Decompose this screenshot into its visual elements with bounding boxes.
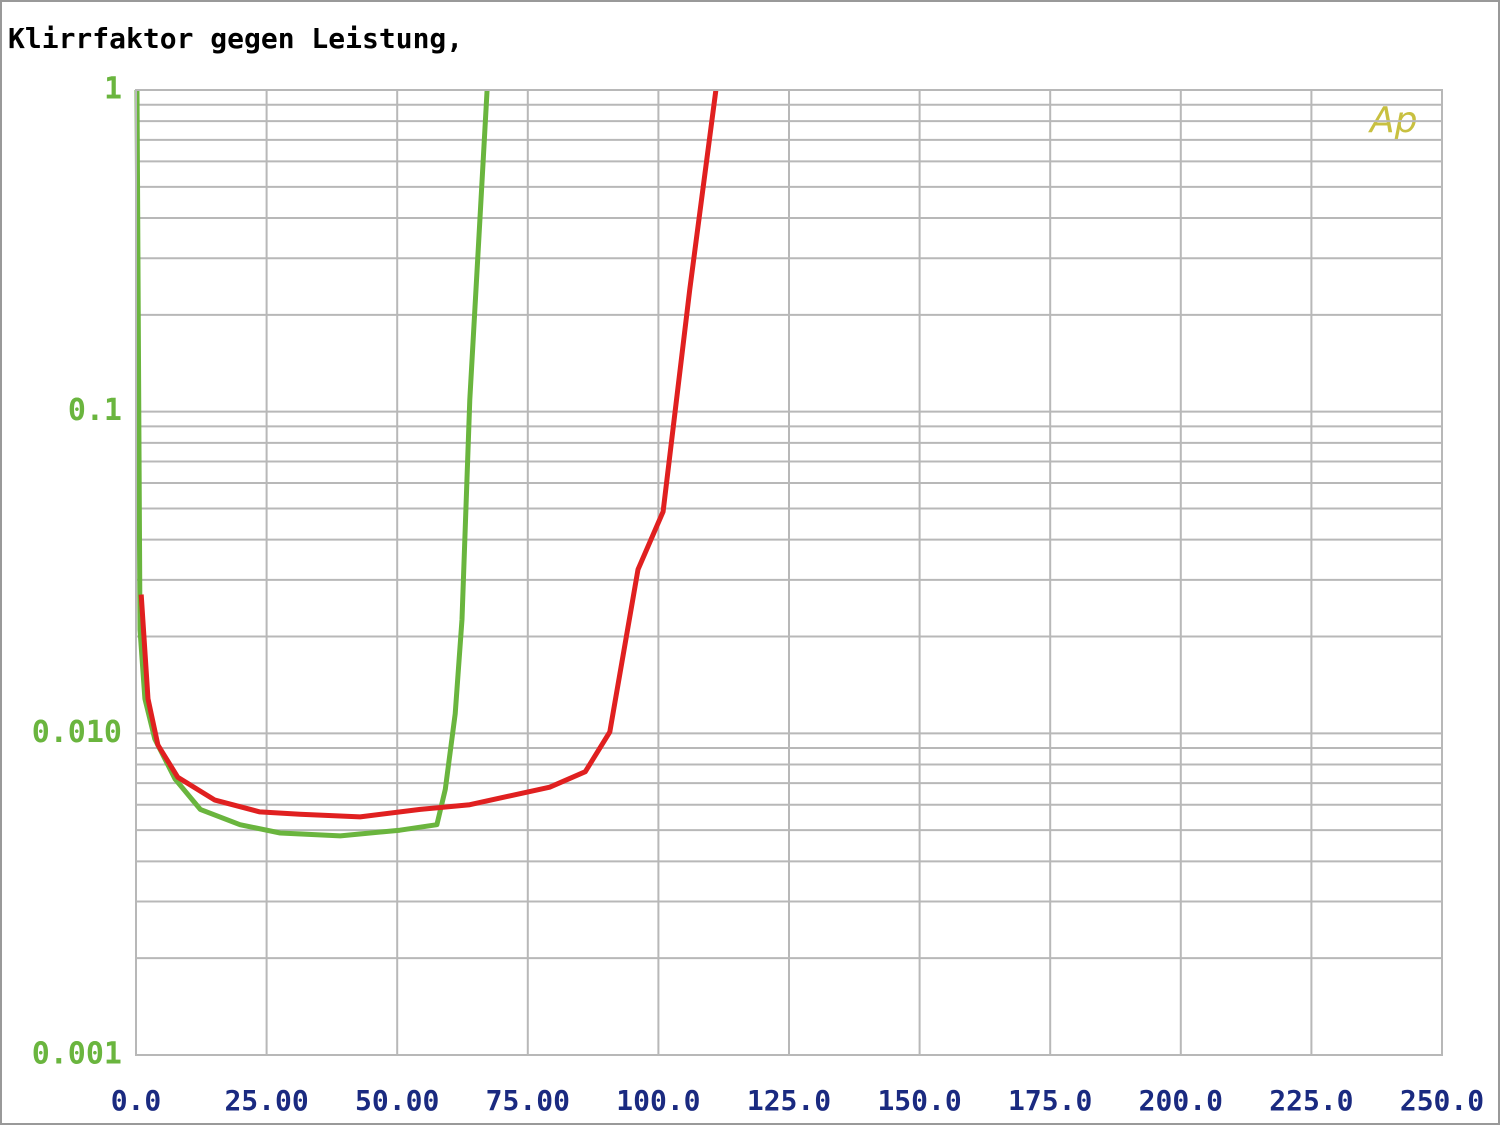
y-tick-label: 0.1 [68, 393, 122, 428]
x-tick-label: 250.0 [1400, 1084, 1484, 1117]
x-tick-label: 100.0 [616, 1084, 700, 1117]
y-tick-label: 0.001 [32, 1037, 122, 1072]
x-tick-label: 50.00 [355, 1084, 439, 1117]
x-tick-label: 200.0 [1139, 1084, 1223, 1117]
x-tick-label: 25.00 [224, 1084, 308, 1117]
data-line [138, 89, 719, 820]
x-tick-label: 125.0 [747, 1084, 831, 1117]
plot-border [135, 89, 1443, 1056]
x-tick-label: 75.00 [486, 1084, 570, 1117]
x-tick-label: 150.0 [877, 1084, 961, 1117]
x-tick-label: 0.0 [111, 1084, 162, 1117]
y-tick-label: 1 [104, 72, 122, 107]
x-tick-label: 175.0 [1008, 1084, 1092, 1117]
y-tick-label: 0.010 [32, 715, 122, 750]
chart-title: Klirrfaktor gegen Leistung, [8, 22, 463, 55]
x-tick-label: 225.0 [1269, 1084, 1353, 1117]
